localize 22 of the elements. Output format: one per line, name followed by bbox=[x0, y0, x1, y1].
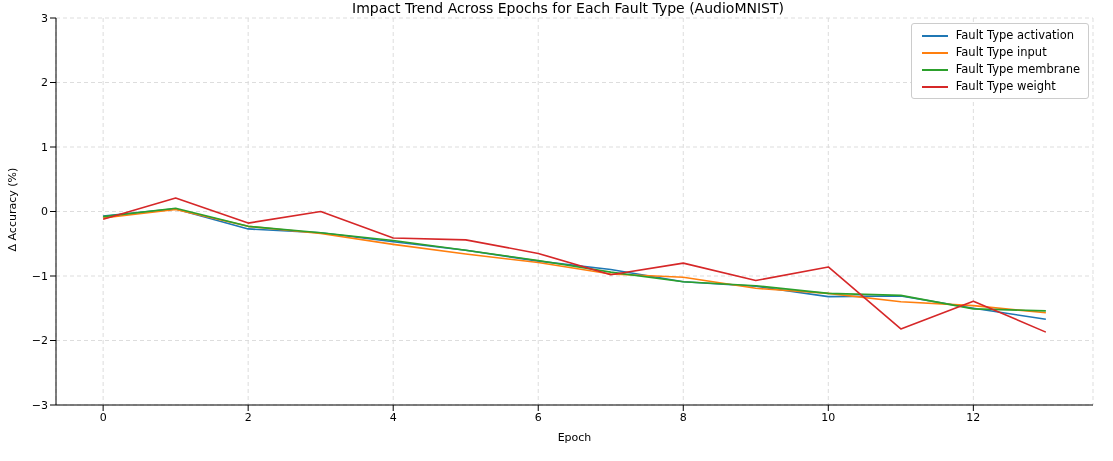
y-axis-title: Δ Accuracy (%) bbox=[5, 167, 19, 252]
legend-label: Fault Type input bbox=[955, 44, 1047, 61]
x-tick-label: 10 bbox=[821, 410, 836, 424]
x-axis-title: Epoch bbox=[557, 431, 592, 444]
y-tick-label: 0 bbox=[41, 205, 48, 219]
y-tick-label: 3 bbox=[41, 11, 48, 25]
line-series bbox=[102, 197, 1047, 333]
x-tick-label: 8 bbox=[679, 410, 687, 424]
legend-label: Fault Type activation bbox=[955, 27, 1075, 44]
y-tick-label: −3 bbox=[31, 398, 48, 412]
x-tick-label: 0 bbox=[99, 410, 107, 424]
y-tick-label: −1 bbox=[31, 269, 48, 283]
y-tick-label: −2 bbox=[31, 334, 48, 348]
x-tick-label: 2 bbox=[244, 410, 252, 424]
x-tick-label: 6 bbox=[534, 410, 542, 424]
x-tick-label: 12 bbox=[966, 410, 981, 424]
y-tick-label: 1 bbox=[41, 140, 48, 154]
legend-label: Fault Type membrane bbox=[955, 61, 1080, 78]
y-tick-label: 2 bbox=[41, 76, 48, 90]
x-tick-label: 4 bbox=[389, 410, 397, 424]
chart-title: Impact Trend Across Epochs for Each Fault Type (AudioMNIST) bbox=[351, 0, 785, 16]
legend-label: Fault Type weight bbox=[955, 78, 1056, 95]
